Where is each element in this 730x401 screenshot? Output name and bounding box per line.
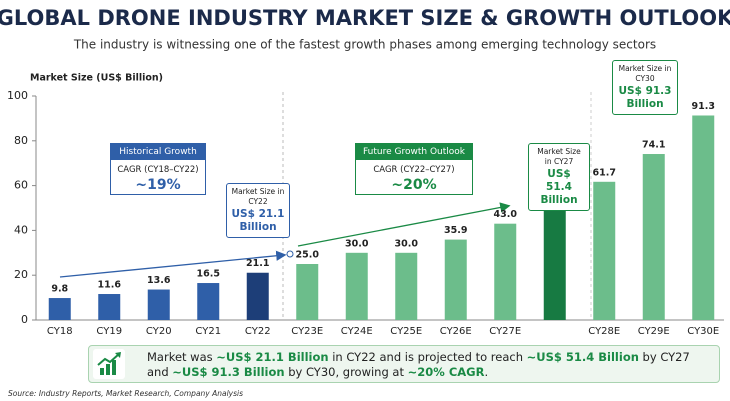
x-tick-label: CY30E [687,326,719,337]
data-label: 30.0 [345,238,369,249]
bar [147,289,170,320]
y-tick-label: 80 [14,134,28,147]
data-label: 16.5 [197,269,220,280]
data-label: 25.0 [296,250,320,261]
bar [494,223,517,320]
trend-arrow [297,202,511,247]
chart-subtitle: The industry is witnessing one of the fa… [73,38,656,52]
x-tick-label: CY24E [341,326,373,337]
callout-value: US$ 51.4 Billion [540,168,578,206]
highlight: ~US$ 21.1 Billion [216,350,329,364]
bar [197,283,220,320]
text: by CY30, growing at [284,365,408,379]
data-label: 61.7 [593,167,616,178]
callout-label: Market Size in CY22 [231,187,285,206]
bar [345,252,368,320]
bar [642,154,665,320]
box-value: ~19% [135,177,181,193]
data-label: 35.9 [444,225,467,236]
summary-box: Market was ~US$ 21.1 Billion in CY22 and… [88,345,720,383]
data-label: 9.8 [51,284,68,295]
chart-title: GLOBAL DRONE INDUSTRY MARKET SIZE & GROW… [0,6,730,30]
growth-icon [97,352,121,375]
text: in CY22 and is projected to reach [328,350,527,364]
future-box: Future Growth Outlook CAGR (CY22–CY27) ~… [355,143,473,195]
summary-text: Market was ~US$ 21.1 Billion in CY22 and… [147,350,707,380]
data-label: 43.0 [494,209,518,220]
callout-label: Market Size in CY30 [618,64,672,83]
bar [593,181,616,320]
y-tick-label: 20 [14,268,28,281]
data-label: 13.6 [147,275,171,286]
bar [246,272,269,320]
bar [98,294,121,320]
callout: Market Size in CY27 US$ 51.4 Billion [528,143,590,211]
callout: Market Size in CY22 US$ 21.1 Billion [226,183,290,238]
y-tick-label: 40 [14,223,28,236]
highlight: ~US$ 51.4 Billion [526,350,639,364]
text: Market was [147,350,217,364]
y-axis-label: Market Size (US$ Billion) [30,73,163,84]
data-label: 91.3 [692,101,715,112]
bar [444,239,467,320]
x-tick-label: CY25E [390,326,422,337]
bar [48,298,71,320]
box-header: Historical Growth [111,144,205,160]
x-tick-label: CY19 [96,326,122,337]
bar [296,264,319,320]
trend-arrow [59,250,287,278]
bar [543,204,566,320]
callout-label: Market Size in CY27 [537,147,581,166]
x-tick-label: CY28E [588,326,620,337]
x-tick-label: CY23E [291,326,323,337]
x-tick-label: CY29E [638,326,670,337]
data-label: 11.6 [98,280,122,291]
data-label: 21.1 [246,258,269,269]
callout: Market Size in CY30 US$ 91.3 Billion [612,60,678,115]
bar [692,115,715,320]
box-label: CAGR (CY18–CY22) [117,165,199,175]
text: . [484,365,489,379]
historical-box: Historical Growth CAGR (CY18–CY22) ~19% [110,143,206,195]
highlight: ~US$ 91.3 Billion [172,365,285,379]
box-value: ~20% [391,177,437,193]
x-tick-label: CY18 [47,326,73,337]
source: Source: Industry Reports, Market Researc… [8,389,244,398]
bar [395,252,418,320]
data-label: 30.0 [395,238,419,249]
callout-value: US$ 91.3 Billion [618,85,672,110]
x-tick-label: CY27E [489,326,521,337]
y-tick-label: 100 [7,89,28,102]
x-tick-label: CY22 [245,326,271,337]
icon [93,349,125,379]
data-label: 74.1 [642,140,665,151]
highlight: ~20% CAGR [407,365,485,379]
x-tick-label: CY26E [440,326,472,337]
box-header: Future Growth Outlook [356,144,472,160]
marker [286,250,294,258]
callout-value: US$ 21.1 Billion [231,208,285,233]
y-tick-label: 60 [14,179,28,192]
box-label: CAGR (CY22–CY27) [373,165,455,175]
text: by CY27 and [147,350,690,379]
x-tick-label: CY20 [146,326,172,337]
x-tick-label: CY21 [195,326,221,337]
y-tick-label: 0 [21,313,28,326]
